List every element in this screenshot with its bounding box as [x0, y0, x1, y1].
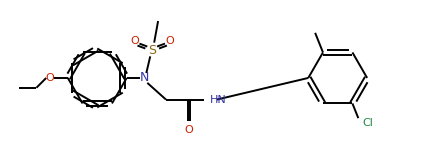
Text: N: N	[140, 71, 149, 84]
Text: O: O	[46, 73, 54, 83]
Text: O: O	[184, 125, 193, 135]
Text: S: S	[148, 44, 156, 57]
Text: HN: HN	[210, 94, 227, 105]
Text: O: O	[165, 36, 174, 46]
Text: Cl: Cl	[362, 118, 373, 128]
Text: O: O	[130, 36, 139, 46]
